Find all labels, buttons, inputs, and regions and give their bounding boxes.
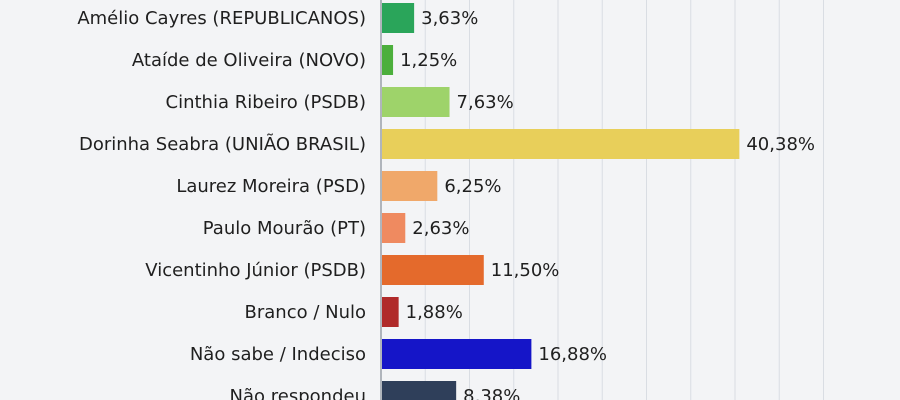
category-label: Branco / Nulo [245, 302, 367, 323]
bar [382, 297, 399, 327]
category-label: Paulo Mourão (PT) [203, 218, 366, 239]
value-label: 11,50% [491, 260, 560, 281]
category-label: Ataíde de Oliveira (NOVO) [132, 50, 366, 71]
value-label: 8,38% [463, 386, 520, 400]
category-label: Vicentinho Júnior (PSDB) [145, 260, 366, 281]
value-label: 2,63% [412, 218, 469, 239]
category-label: Laurez Moreira (PSD) [176, 176, 366, 197]
bar [382, 339, 532, 369]
value-label: 1,25% [400, 50, 457, 71]
value-label: 1,88% [406, 302, 463, 323]
category-label: Amélio Cayres (REPUBLICANOS) [77, 8, 366, 29]
bar [382, 3, 415, 33]
labels: Amélio Cayres (REPUBLICANOS) 3,63% Ataíde … [77, 8, 815, 400]
value-label: 40,38% [746, 134, 815, 155]
bar [382, 87, 450, 117]
bar [382, 213, 406, 243]
value-label: 3,63% [421, 8, 478, 29]
category-label: Dorinha Seabra (UNIÃO BRASIL) [79, 133, 366, 155]
bar [382, 381, 457, 400]
category-label: Não respondeu [230, 386, 366, 400]
bar [382, 129, 740, 159]
bar [382, 255, 484, 285]
category-label: Cinthia Ribeiro (PSDB) [166, 92, 366, 113]
category-label: Não sabe / Indeciso [190, 344, 366, 365]
grid [424, 0, 824, 400]
bar [382, 45, 394, 75]
bar [382, 171, 438, 201]
bars [382, 3, 740, 400]
value-label: 7,63% [457, 92, 514, 113]
value-label: 6,25% [444, 176, 501, 197]
value-label: 16,88% [538, 344, 607, 365]
